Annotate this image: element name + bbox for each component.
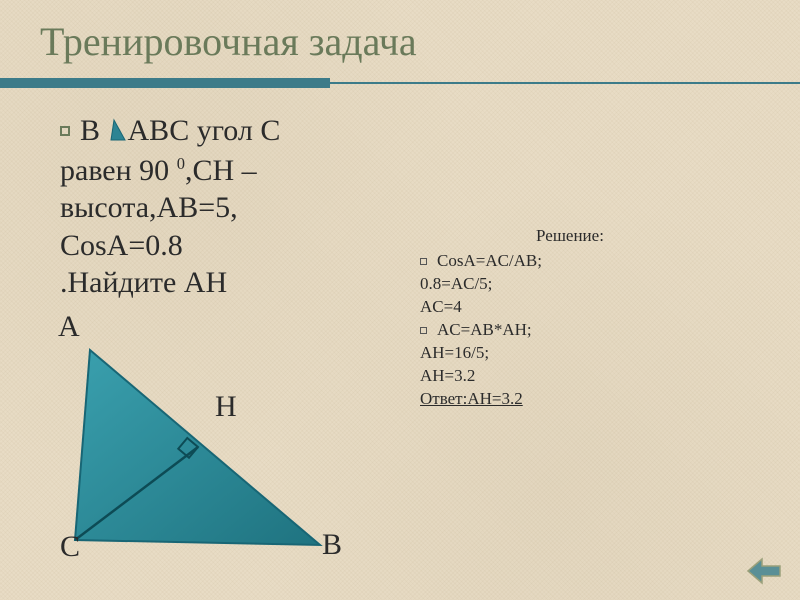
bullet-icon bbox=[420, 258, 427, 265]
problem-line2-tail: ,СН – bbox=[185, 154, 257, 187]
problem-line1-rest: АВС угол С bbox=[128, 114, 281, 147]
vertex-label-a: А bbox=[58, 310, 80, 344]
solution-step-4: AC=AB*AH; bbox=[420, 319, 720, 342]
bullet-icon bbox=[420, 327, 427, 334]
solution-s4-text: AC=AB*AH; bbox=[437, 320, 532, 339]
solution-step-2: 0.8=AC/5; bbox=[420, 273, 720, 296]
problem-line5: .Найдите АН bbox=[60, 266, 227, 299]
vertex-label-c: С bbox=[60, 530, 80, 564]
vertex-label-b: В bbox=[322, 528, 342, 562]
problem-line2-sup: 0 bbox=[177, 154, 185, 173]
problem-line3: высота,АВ=5, bbox=[60, 191, 238, 224]
prev-slide-button[interactable] bbox=[746, 556, 782, 586]
solution-answer: Ответ:АН=3.2 bbox=[420, 388, 720, 411]
triangle-icon bbox=[110, 114, 126, 152]
page-title: Тренировочная задача bbox=[40, 18, 417, 65]
solution-step-6: AH=3.2 bbox=[420, 365, 720, 388]
vertex-label-h: Н bbox=[215, 390, 237, 424]
accent-rule-thin bbox=[330, 82, 800, 84]
accent-rule-main bbox=[0, 78, 330, 88]
problem-prefix: В bbox=[80, 114, 100, 147]
bullet-icon bbox=[60, 126, 70, 136]
solution-header: Решение: bbox=[420, 225, 720, 248]
solution-step-3: AC=4 bbox=[420, 296, 720, 319]
problem-line2: равен 90 bbox=[60, 154, 177, 187]
solution-block: Решение: CosA=AC/AB; 0.8=AC/5; AC=4 AC=A… bbox=[420, 225, 720, 411]
triangle-diagram: А Н С В bbox=[30, 320, 390, 580]
solution-step-5: AH=16/5; bbox=[420, 342, 720, 365]
accent-rule bbox=[0, 78, 800, 92]
arrow-left-icon bbox=[746, 556, 782, 586]
solution-s1-text: CosA=AC/AB; bbox=[437, 251, 542, 270]
problem-text: В АВС угол С равен 90 0,СН – высота,АВ=5… bbox=[60, 112, 370, 302]
solution-step-1: CosA=AC/AB; bbox=[420, 250, 720, 273]
slide: Тренировочная задача В АВС угол С равен … bbox=[0, 0, 800, 600]
problem-line4: CosA=0.8 bbox=[60, 229, 183, 262]
